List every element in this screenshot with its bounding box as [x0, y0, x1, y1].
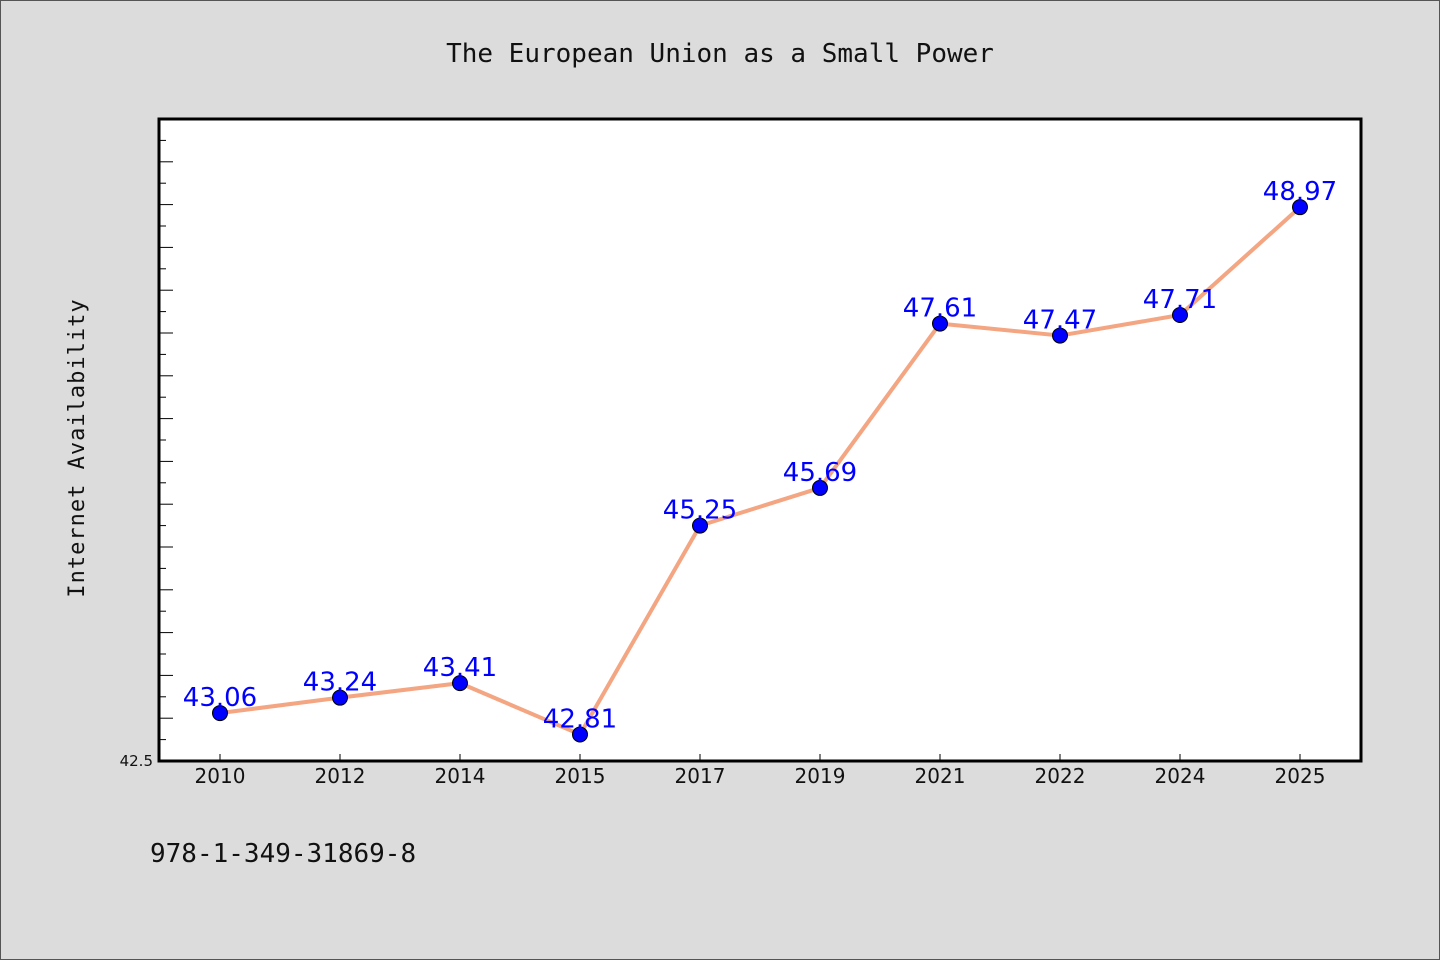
x-tick-label: 2017 — [675, 764, 726, 788]
x-tick-label: 2010 — [195, 764, 246, 788]
x-tick-label: 2015 — [555, 764, 606, 788]
data-label: 43.41 — [423, 653, 497, 683]
x-tick-label: 2025 — [1275, 764, 1326, 788]
plot-area — [157, 117, 1363, 763]
data-point — [332, 689, 348, 706]
data-label: 47.61 — [903, 294, 977, 324]
x-tick-label: 2012 — [315, 764, 366, 788]
data-label: 43.24 — [303, 668, 377, 698]
data-label: 43.06 — [183, 683, 257, 713]
x-tick-label: 2022 — [1035, 764, 1086, 788]
data-label: 47.47 — [1023, 306, 1097, 336]
y-axis-ticks — [159, 139, 173, 741]
x-tick-label: 2021 — [915, 764, 966, 788]
data-label: 48.97 — [1263, 177, 1337, 207]
data-label: 45.25 — [663, 496, 737, 526]
x-axis: 2010 2012 2014 2015 2017 2019 2021 2022 2024 2025 — [195, 754, 1326, 788]
isbn-note: 978-1-349-31869-8 — [150, 839, 416, 869]
x-tick-label: 2019 — [795, 764, 846, 788]
series-line — [219, 205, 1302, 737]
chart-title: The European Union as a Small Power — [446, 39, 994, 69]
data-point — [452, 675, 468, 692]
data-point — [932, 315, 948, 332]
data-point — [212, 705, 228, 722]
data-point — [812, 479, 828, 496]
data-label: 47.71 — [1143, 285, 1217, 315]
data-label: 42.81 — [543, 704, 617, 734]
y-axis-title: Internet Availability — [65, 298, 90, 597]
x-tick-label: 2024 — [1155, 764, 1206, 788]
series-group: 43.06 43.24 43.41 42.81 45.25 45.69 47.61 47.47… — [183, 177, 1337, 743]
data-point — [1292, 199, 1308, 216]
data-point — [1052, 327, 1068, 344]
data-point — [572, 726, 588, 743]
x-tick-label: 2014 — [435, 764, 486, 788]
data-label: 45.69 — [783, 458, 857, 488]
data-point — [1172, 307, 1188, 324]
data-point — [692, 517, 708, 534]
y-axis-min-label: 42.5 — [120, 752, 153, 770]
